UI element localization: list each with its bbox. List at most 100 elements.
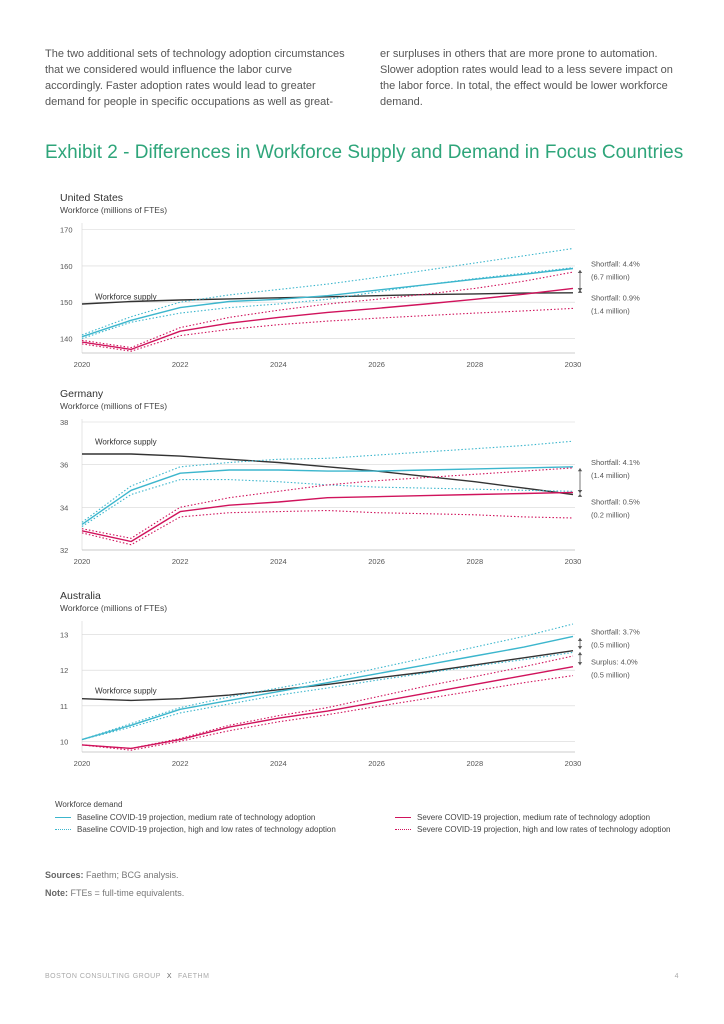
legend-title: Workforce demand bbox=[55, 800, 123, 809]
note-label: Note: bbox=[45, 888, 68, 898]
sources-line: Sources: Faethm; BCG analysis. bbox=[45, 866, 184, 884]
y-tick-label: 34 bbox=[60, 503, 68, 512]
x-tick-label: 2024 bbox=[270, 557, 287, 566]
series-line-supply bbox=[81, 292, 574, 305]
x-tick-label: 2030 bbox=[565, 759, 582, 768]
x-tick-label: 2024 bbox=[270, 360, 287, 369]
legend-items: Baseline COVID-19 projection, medium rat… bbox=[55, 813, 695, 834]
series-line-severe bbox=[81, 287, 574, 351]
x-tick-label: 2026 bbox=[368, 360, 385, 369]
series-line-severe-high bbox=[81, 655, 574, 749]
series-line-supply bbox=[81, 650, 574, 702]
footer-right: FAETHM bbox=[178, 973, 210, 980]
footer-brand: BOSTON CONSULTING GROUP X FAETHM bbox=[45, 973, 209, 980]
y-tick-label: 38 bbox=[60, 418, 68, 427]
chart-title: United States bbox=[60, 192, 123, 204]
exhibit-title: Exhibit 2 - Differences in Workforce Sup… bbox=[45, 142, 684, 163]
intro-column-2: er surpluses in others that are more pro… bbox=[380, 48, 673, 108]
chart-title: Australia bbox=[60, 590, 101, 602]
y-tick-label: 12 bbox=[60, 666, 68, 675]
sources-label: Sources: bbox=[45, 870, 84, 880]
note-text: FTEs = full-time equivalents. bbox=[70, 888, 185, 898]
series-line-baseline-low bbox=[81, 651, 574, 741]
series-line-baseline bbox=[81, 635, 574, 741]
y-tick-label: 13 bbox=[60, 631, 68, 640]
legend-item-baseline-range: Baseline COVID-19 projection, high and l… bbox=[55, 825, 395, 834]
y-axis-label: Workforce (millions of FTEs) bbox=[60, 401, 167, 411]
annotation-label: Shortfall: 4.4% bbox=[591, 259, 640, 268]
series-line-baseline-high bbox=[81, 247, 574, 336]
series-line-severe-high bbox=[81, 467, 574, 539]
annotation-arrowhead-up bbox=[577, 468, 583, 472]
annotation-value: (0.5 million) bbox=[591, 670, 630, 679]
x-tick-label: 2030 bbox=[565, 557, 582, 566]
y-tick-label: 11 bbox=[60, 702, 68, 711]
y-tick-label: 170 bbox=[60, 226, 73, 235]
x-tick-label: 2030 bbox=[565, 360, 582, 369]
y-tick-label: 140 bbox=[60, 334, 73, 343]
annotation-arrowhead-up bbox=[577, 652, 583, 656]
notes: Sources: Faethm; BCG analysis. Note: FTE… bbox=[45, 866, 184, 902]
legend-swatch-baseline-solid bbox=[55, 817, 71, 818]
series-line-baseline-low bbox=[81, 479, 574, 527]
series-line-severe-low bbox=[81, 307, 574, 352]
series-line-severe bbox=[81, 666, 574, 750]
intro-column-1: The two additional sets of technology ad… bbox=[45, 48, 345, 108]
legend-swatch-baseline-dotted bbox=[55, 829, 71, 830]
page-number: 4 bbox=[674, 973, 679, 980]
footer-left: BOSTON CONSULTING GROUP bbox=[45, 973, 161, 980]
annotation-value: (1.4 million) bbox=[591, 306, 630, 315]
supply-line-label: Workforce supply bbox=[95, 686, 157, 695]
legend: Workforce demand Baseline COVID-19 proje… bbox=[55, 800, 695, 834]
series-line-severe-low bbox=[81, 509, 574, 546]
x-tick-label: 2024 bbox=[270, 759, 287, 768]
legend-swatch-severe-dotted bbox=[395, 829, 411, 830]
legend-item-severe-range: Severe COVID-19 projection, high and low… bbox=[395, 825, 695, 834]
annotation-arrowhead-up bbox=[577, 269, 583, 273]
x-tick-label: 2020 bbox=[74, 557, 91, 566]
series-line-baseline bbox=[81, 466, 574, 525]
note-line: Note: FTEs = full-time equivalents. bbox=[45, 884, 184, 902]
x-tick-label: 2020 bbox=[74, 360, 91, 369]
y-tick-label: 150 bbox=[60, 298, 73, 307]
annotation-label: Shortfall: 0.5% bbox=[591, 497, 640, 506]
annotation-arrowhead-up bbox=[577, 493, 583, 497]
annotation-label: Shortfall: 4.1% bbox=[591, 458, 640, 467]
y-tick-label: 32 bbox=[60, 546, 68, 555]
series-line-severe bbox=[81, 491, 574, 543]
series-line-baseline-high bbox=[81, 623, 574, 741]
legend-label: Severe COVID-19 projection, medium rate … bbox=[417, 813, 651, 822]
x-tick-label: 2026 bbox=[368, 759, 385, 768]
annotation-arrowhead-up bbox=[577, 637, 583, 641]
annotation-value: (0.2 million) bbox=[591, 510, 630, 519]
legend-item-baseline-medium: Baseline COVID-19 projection, medium rat… bbox=[55, 813, 395, 822]
x-tick-label: 2022 bbox=[172, 360, 189, 369]
y-axis-label: Workforce (millions of FTEs) bbox=[60, 205, 167, 215]
sources-text: Faethm; BCG analysis. bbox=[86, 870, 179, 880]
x-tick-label: 2028 bbox=[466, 360, 483, 369]
y-tick-label: 160 bbox=[60, 262, 73, 271]
y-tick-label: 10 bbox=[60, 737, 68, 746]
intro-text: The two additional sets of technology ad… bbox=[45, 46, 685, 110]
annotation-arrowhead-down bbox=[577, 288, 583, 292]
x-tick-label: 2022 bbox=[172, 557, 189, 566]
series-line-baseline bbox=[81, 267, 574, 338]
series-line-baseline-low bbox=[81, 267, 574, 340]
legend-label: Baseline COVID-19 projection, medium rat… bbox=[77, 813, 316, 822]
annotation-arrowhead-up bbox=[577, 289, 583, 293]
supply-line-label: Workforce supply bbox=[95, 292, 157, 301]
annotation-arrowhead-down bbox=[577, 662, 583, 666]
series-line-supply bbox=[82, 453, 574, 496]
series-line-severe-low bbox=[81, 675, 574, 751]
footer-separator: X bbox=[166, 973, 173, 980]
x-tick-label: 2022 bbox=[172, 759, 189, 768]
chart-title: Germany bbox=[60, 388, 104, 400]
y-axis-label: Workforce (millions of FTEs) bbox=[60, 603, 167, 613]
legend-label: Severe COVID-19 projection, high and low… bbox=[417, 825, 671, 834]
annotation-arrowhead-down bbox=[577, 646, 583, 650]
annotation-label: Shortfall: 0.9% bbox=[591, 293, 640, 302]
legend-swatch-severe-solid bbox=[395, 817, 411, 818]
